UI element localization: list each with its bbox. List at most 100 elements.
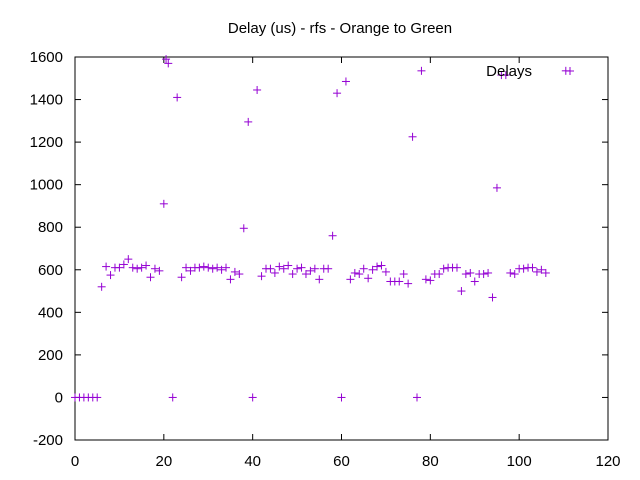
data-point [408,132,417,141]
data-point [297,263,306,272]
data-point [301,270,310,279]
data-point [284,261,293,270]
data-point [257,272,266,281]
x-tick-label: 20 [155,453,172,470]
data-point [333,89,342,98]
data-point [208,264,217,273]
data-point [506,268,515,277]
y-tick-label: 400 [38,304,63,321]
data-point [355,270,364,279]
data-point [541,268,550,277]
data-point [377,261,386,270]
data-point [162,55,171,64]
data-point [310,264,319,273]
y-tick-label: -200 [33,432,63,449]
x-axis: 0 20 40 60 80 100 120 [71,57,621,470]
delays-series [71,55,570,402]
legend-marker-plus [566,67,574,75]
data-point [270,268,279,277]
data-point [373,262,382,271]
data-point [479,270,488,279]
y-tick-label: 1400 [30,92,63,109]
data-point [350,268,359,277]
data-point [248,393,257,402]
y-tick-label: 0 [55,389,63,406]
data-point [222,263,231,272]
chart-title: Delay (us) - rfs - Orange to Green [228,20,452,37]
x-tick-label: 60 [333,453,350,470]
data-point [199,262,208,271]
y-tick-label: 1200 [30,134,63,151]
data-point [150,264,159,273]
y-tick-label: 1000 [30,177,63,194]
data-point [537,265,546,274]
data-point [324,264,333,273]
legend-marker-delays [566,67,574,75]
data-point [359,264,368,273]
data-point [306,266,315,275]
data-point [417,66,426,75]
data-point [159,199,168,208]
y-axis: -200 0 200 400 600 800 1000 1200 1400 1600 [30,49,608,449]
data-point [115,263,124,272]
data-point [230,267,239,276]
legend-label-delays: Delays [486,63,532,80]
data-point [142,261,151,270]
data-point [399,270,408,279]
data-point [421,275,430,284]
data-point [275,262,284,271]
data-point [510,270,519,279]
data-point [204,263,213,272]
data-point [102,262,111,271]
data-point [466,268,475,277]
data-point [137,263,146,272]
data-point [368,265,377,274]
data-point [452,263,461,272]
x-tick-label: 40 [244,453,261,470]
y-tick-label: 200 [38,347,63,364]
data-point [155,266,164,275]
data-point [177,273,186,282]
data-point [133,264,142,273]
data-point [244,117,253,126]
data-point [266,264,275,273]
data-point [93,393,102,402]
x-tick-label: 0 [71,453,79,470]
data-point [528,263,537,272]
data-point [341,77,350,86]
data-point [457,287,466,296]
data-point [182,263,191,272]
data-point [364,274,373,283]
data-point [439,264,448,273]
data-point [315,275,324,284]
data-point [173,93,182,102]
data-point [226,275,235,284]
data-point [288,270,297,279]
data-point [128,263,137,272]
data-point [239,224,248,233]
data-point [293,264,302,273]
data-point [235,270,244,279]
data-point [146,273,155,282]
x-tick-label: 80 [422,453,439,470]
data-point [119,260,128,269]
data-point [328,231,337,240]
data-point [253,85,262,94]
data-point [395,277,404,286]
data-point [413,393,422,402]
data-point [279,264,288,273]
y-tick-label: 1600 [30,49,63,66]
data-point [164,59,173,68]
data-point [519,264,528,273]
legend: Delays [486,63,574,80]
data-point [186,266,195,275]
data-point [492,183,501,192]
data-point [501,71,510,80]
data-point [470,277,479,286]
data-point [97,282,106,291]
data-point [124,255,133,264]
data-point [484,268,493,277]
data-point [461,270,470,279]
